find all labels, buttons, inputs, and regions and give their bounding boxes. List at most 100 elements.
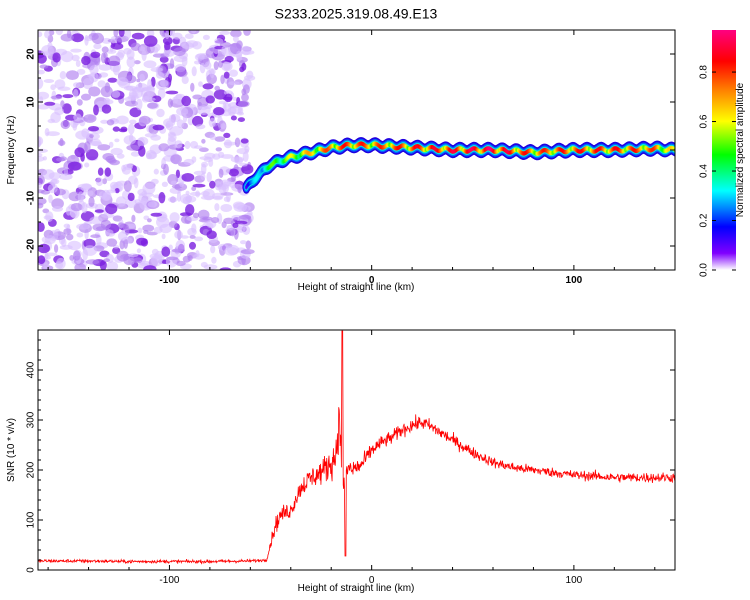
noise-blob — [123, 238, 128, 249]
noise-blob — [110, 42, 124, 50]
noise-blob — [148, 151, 158, 159]
noise-blob — [223, 90, 233, 96]
noise-blob — [97, 144, 111, 151]
noise-blob — [241, 93, 249, 102]
noise-blob — [217, 243, 229, 251]
noise-blob — [84, 141, 91, 153]
chart-title: S233.2025.319.08.49.E13 — [275, 6, 438, 22]
noise-blob — [129, 92, 139, 98]
spectrogram-y-axis: 20 10 0 -10 -20 — [26, 29, 675, 271]
noise-blob — [156, 108, 165, 118]
noise-blob — [223, 61, 231, 71]
noise-blob — [115, 196, 127, 207]
noise-blob — [227, 107, 237, 115]
noise-blob — [123, 135, 136, 145]
noise-blob — [212, 192, 224, 200]
noise-blob — [38, 77, 44, 90]
noise-blob — [127, 253, 139, 258]
noise-blob — [219, 267, 232, 270]
noise-blob — [71, 54, 80, 62]
noise-blob — [151, 254, 163, 267]
noise-blob — [200, 173, 206, 181]
noise-blob — [82, 248, 88, 261]
noise-blob — [75, 130, 90, 140]
noise-blob — [77, 183, 92, 190]
noise-blob — [166, 256, 179, 261]
noise-blob — [168, 196, 178, 203]
noise-blob — [156, 71, 165, 79]
noise-blob — [223, 132, 231, 138]
noise-blob — [38, 156, 45, 162]
noise-blob — [224, 55, 234, 63]
noise-blob — [44, 30, 51, 39]
noise-blob — [196, 105, 211, 115]
y-tick-label: 20 — [26, 48, 37, 60]
noise-blob — [45, 211, 54, 223]
noise-blob — [81, 93, 91, 101]
noise-blob — [236, 223, 246, 233]
noise-blob — [119, 239, 125, 250]
noise-blob — [135, 98, 143, 111]
noise-blob — [38, 222, 45, 232]
noise-blob — [65, 206, 72, 216]
noise-blob — [48, 30, 55, 36]
noise-blob — [152, 124, 165, 131]
noise-blob — [118, 30, 125, 37]
noise-blob — [101, 37, 112, 44]
noise-blob — [181, 75, 189, 85]
noise-blob — [230, 30, 242, 38]
y-tick-label: 400 — [26, 361, 37, 378]
noise-blob — [240, 138, 249, 144]
x-tick-label: 100 — [566, 275, 583, 286]
noise-blob — [65, 70, 79, 80]
noise-blob — [89, 65, 99, 75]
noise-blob — [173, 47, 186, 57]
noise-blob — [220, 204, 233, 212]
noise-blob — [85, 259, 100, 265]
noise-blob — [202, 34, 210, 41]
noise-blob — [239, 66, 245, 73]
noise-blob — [50, 178, 60, 185]
noise-blob — [211, 256, 217, 264]
noise-blob — [198, 81, 203, 87]
noise-blob — [85, 149, 99, 161]
y-tick-label: 0 — [26, 147, 37, 153]
noise-blob — [219, 179, 232, 187]
noise-blob — [54, 79, 66, 89]
colorbar: 0.0 0.2 0.4 0.6 0.8 Normalized spectral ampl… — [699, 30, 746, 277]
noise-blob — [191, 66, 197, 77]
spectrogram-y-label: Frequency (Hz) — [6, 116, 17, 185]
noise-blob — [103, 191, 112, 201]
noise-blob — [227, 244, 240, 255]
noise-blob — [199, 147, 209, 152]
noise-blob — [158, 143, 170, 152]
noise-blob — [125, 197, 137, 208]
noise-blob — [208, 117, 216, 128]
snr-x-axis: -100 0 100 — [47, 330, 656, 586]
noise-blob — [39, 96, 44, 104]
snr-x-label: Height of straight line (km) — [298, 583, 415, 594]
noise-blob — [161, 233, 166, 240]
noise-blob — [181, 56, 188, 67]
noise-blob — [151, 95, 162, 103]
noise-blob — [142, 224, 155, 232]
y-tick-label: -20 — [26, 238, 37, 253]
noise-blob — [133, 177, 139, 189]
noise-blob — [93, 104, 99, 116]
noise-blob — [195, 124, 206, 130]
noise-blob — [71, 33, 84, 43]
noise-blob — [202, 83, 214, 90]
noise-blob — [193, 212, 199, 219]
noise-blob — [213, 89, 227, 100]
noise-blob — [160, 79, 169, 88]
noise-blob — [189, 241, 196, 250]
noise-blob — [223, 196, 230, 202]
noise-blob — [184, 33, 194, 39]
colorbar-tick-label: 0.4 — [699, 164, 710, 178]
noise-blob — [116, 77, 129, 86]
noise-blob — [206, 73, 217, 85]
noise-blob — [103, 258, 110, 263]
noise-blob — [234, 157, 244, 165]
noise-blob — [123, 163, 134, 170]
noise-blob — [163, 163, 169, 175]
